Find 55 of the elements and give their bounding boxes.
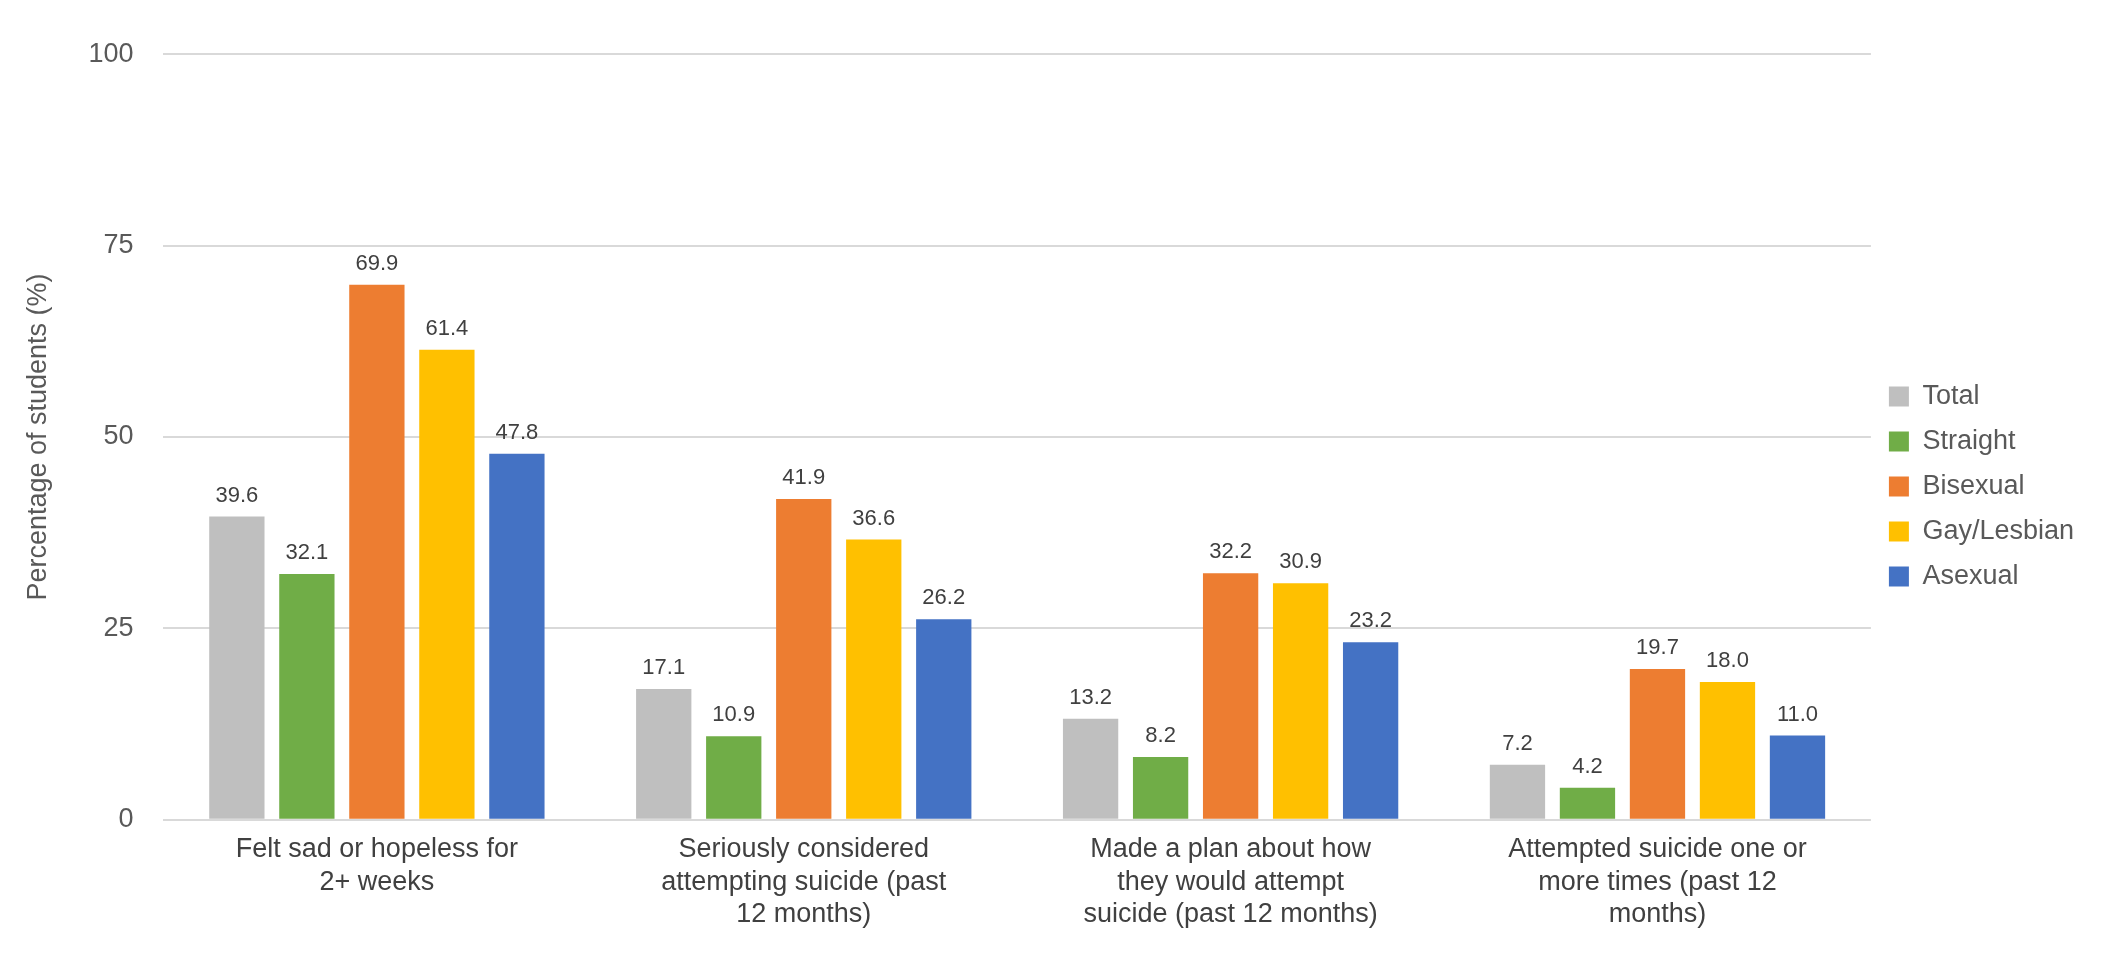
data-label: 19.7 bbox=[1636, 634, 1679, 660]
data-label: 36.6 bbox=[852, 504, 896, 530]
data-label: 7.2 bbox=[1502, 729, 1533, 755]
bar bbox=[1342, 642, 1399, 819]
bar bbox=[776, 499, 832, 819]
y-tick-label: 0 bbox=[118, 803, 134, 834]
y-tick-label: 25 bbox=[103, 611, 134, 642]
bar bbox=[846, 539, 902, 819]
y-tick-label: 75 bbox=[103, 229, 134, 260]
x-tick-label: Felt sad or hopeless for 2+ weeks bbox=[235, 833, 518, 896]
x-tick-label: Seriously considered attempting suicide (past 12 months) bbox=[661, 833, 947, 929]
data-label: 69.9 bbox=[355, 249, 399, 275]
legend-label: Gay/Lesbian bbox=[1922, 514, 2075, 545]
legend-label: Straight bbox=[1922, 424, 2016, 455]
bar bbox=[706, 736, 762, 819]
x-tick-label: Attempted suicide one or more times (past 12 months) bbox=[1508, 833, 1807, 929]
bar bbox=[1629, 668, 1686, 819]
y-tick-label: 100 bbox=[88, 37, 134, 68]
bar bbox=[419, 349, 475, 819]
bar bbox=[1062, 718, 1119, 819]
data-label: 13.2 bbox=[1069, 683, 1113, 709]
bar bbox=[1699, 681, 1756, 819]
bar bbox=[1559, 787, 1616, 819]
data-label: 32.1 bbox=[285, 539, 329, 565]
bar bbox=[279, 574, 335, 819]
bar bbox=[489, 453, 545, 819]
data-label: 39.6 bbox=[215, 481, 259, 507]
legend-label: Total bbox=[1922, 379, 1980, 410]
data-label: 8.2 bbox=[1145, 722, 1176, 748]
bar bbox=[1769, 735, 1826, 819]
bar bbox=[1489, 764, 1546, 819]
bar bbox=[1202, 573, 1259, 819]
data-label: 32.2 bbox=[1209, 538, 1253, 564]
data-label: 11.0 bbox=[1776, 700, 1819, 726]
data-label: 10.9 bbox=[712, 701, 756, 727]
data-label: 41.9 bbox=[782, 464, 826, 490]
bar bbox=[1272, 583, 1329, 819]
data-label: 30.9 bbox=[1279, 548, 1323, 574]
bar bbox=[349, 284, 405, 819]
legend-label: Asexual bbox=[1922, 559, 2019, 590]
data-label: 47.8 bbox=[495, 418, 539, 444]
bar bbox=[916, 619, 972, 819]
data-label: 26.2 bbox=[922, 584, 966, 610]
data-label: 61.4 bbox=[425, 314, 469, 340]
y-axis-title: Percentage of students (%) bbox=[21, 273, 52, 601]
x-tick-label: Made a plan about how they would attempt suicide (past 12 months) bbox=[1083, 833, 1378, 929]
legend-label: Bisexual bbox=[1922, 469, 2025, 500]
bar bbox=[1132, 757, 1189, 819]
data-label: 23.2 bbox=[1349, 607, 1393, 633]
bar bbox=[636, 688, 692, 819]
data-label: 18.0 bbox=[1706, 647, 1749, 673]
bar bbox=[209, 516, 265, 819]
data-label: 17.1 bbox=[642, 653, 686, 679]
data-label: 4.2 bbox=[1572, 752, 1603, 778]
y-tick-label: 50 bbox=[103, 420, 134, 451]
